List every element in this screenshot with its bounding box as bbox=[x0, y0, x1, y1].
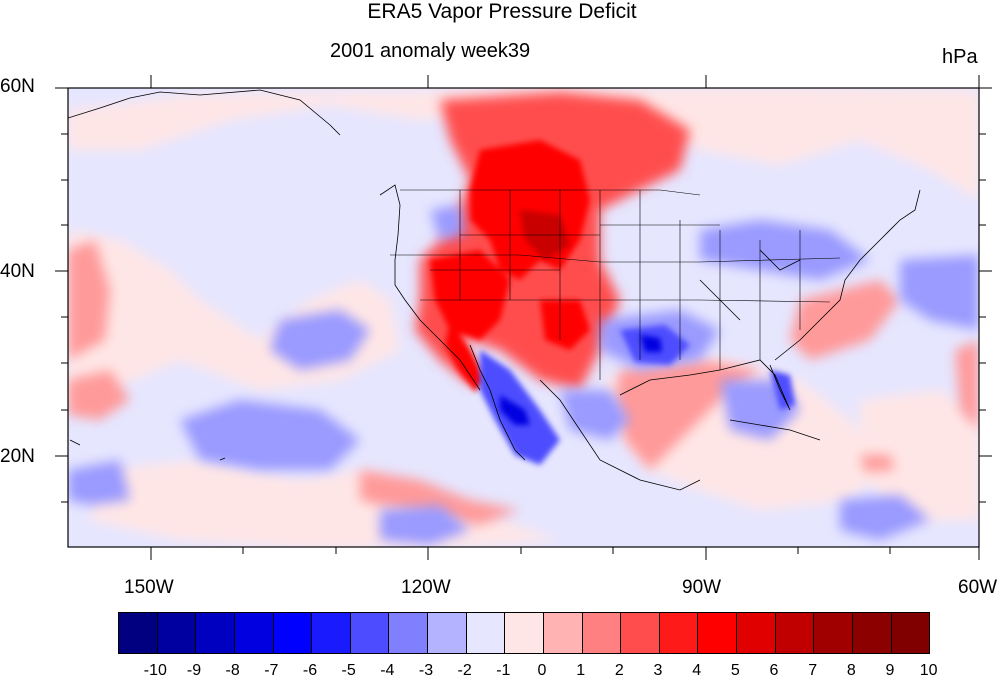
colorbar-swatch bbox=[119, 613, 158, 653]
map-title: ERA5 Vapor Pressure Deficit bbox=[367, 0, 637, 23]
units-label: hPa bbox=[942, 46, 978, 68]
colorbar-tick-label: -9 bbox=[186, 662, 202, 679]
lon-label-90w: 90W bbox=[682, 577, 722, 598]
colorbar-swatch bbox=[659, 613, 699, 653]
colorbar-tick-label: 7 bbox=[808, 662, 818, 679]
colorbar-swatch bbox=[891, 613, 930, 653]
colorbar-swatch bbox=[621, 613, 660, 653]
colorbar-tick-label: -8 bbox=[225, 662, 240, 679]
colorbar-swatch bbox=[157, 613, 197, 653]
colorbar-tick-label: 2 bbox=[614, 662, 624, 679]
lon-label-60w: 60W bbox=[958, 577, 998, 598]
lat-label-60n: 60N bbox=[0, 76, 35, 97]
colorbar-swatch bbox=[775, 613, 815, 653]
colorbar-swatch bbox=[814, 613, 853, 653]
colorbar-tick-label: 9 bbox=[885, 662, 895, 679]
colorbar-tick-label: 10 bbox=[919, 662, 938, 679]
colorbar-swatch bbox=[543, 613, 583, 653]
colorbar-tick-label: 5 bbox=[730, 662, 740, 679]
colorbar-swatch bbox=[350, 613, 390, 653]
map-subtitle: 2001 anomaly week39 bbox=[330, 40, 531, 62]
state-borders bbox=[390, 189, 841, 380]
colorbar-swatch bbox=[582, 613, 622, 653]
colorbar-tick-label: 1 bbox=[576, 662, 586, 679]
colorbar-swatch bbox=[505, 613, 544, 653]
lon-label-150w: 150W bbox=[124, 577, 174, 598]
lat-label-40n: 40N bbox=[0, 261, 35, 282]
colorbar-swatch bbox=[312, 613, 351, 653]
axis-ticks bbox=[55, 75, 992, 560]
colorbar-tick-label: 8 bbox=[846, 662, 856, 679]
anomaly-field bbox=[68, 88, 979, 547]
colorbar-tick-label: 6 bbox=[769, 662, 779, 679]
colorbar-tick-label: 3 bbox=[653, 662, 663, 679]
colorbar-tick-label: -5 bbox=[341, 662, 356, 679]
colorbar-tick-label: -7 bbox=[264, 662, 279, 679]
colorbar-tick-label: -6 bbox=[302, 662, 318, 679]
lat-label-20n: 20N bbox=[0, 446, 35, 467]
colorbar-swatch bbox=[466, 613, 506, 653]
colorbar-tick-label: -2 bbox=[457, 662, 472, 679]
colorbar-swatch bbox=[234, 613, 274, 653]
colorbar bbox=[118, 612, 930, 654]
colorbar-swatch bbox=[852, 613, 892, 653]
coastlines bbox=[68, 89, 921, 491]
colorbar-swatch bbox=[737, 613, 776, 653]
colorbar-swatch bbox=[428, 613, 467, 653]
colorbar-tick-label: 4 bbox=[692, 662, 702, 679]
colorbar-tick-label: -1 bbox=[496, 662, 511, 679]
colorbar-swatch bbox=[698, 613, 737, 653]
lon-label-120w: 120W bbox=[401, 577, 451, 598]
colorbar-swatch bbox=[389, 613, 428, 653]
colorbar-tick-label: -3 bbox=[418, 662, 434, 679]
colorbar-tick-label: -4 bbox=[380, 662, 395, 679]
colorbar-tick-label: 0 bbox=[537, 662, 547, 679]
colorbar-tick-label: -10 bbox=[143, 662, 167, 679]
colorbar-swatch bbox=[196, 613, 235, 653]
colorbar-swatch bbox=[273, 613, 313, 653]
